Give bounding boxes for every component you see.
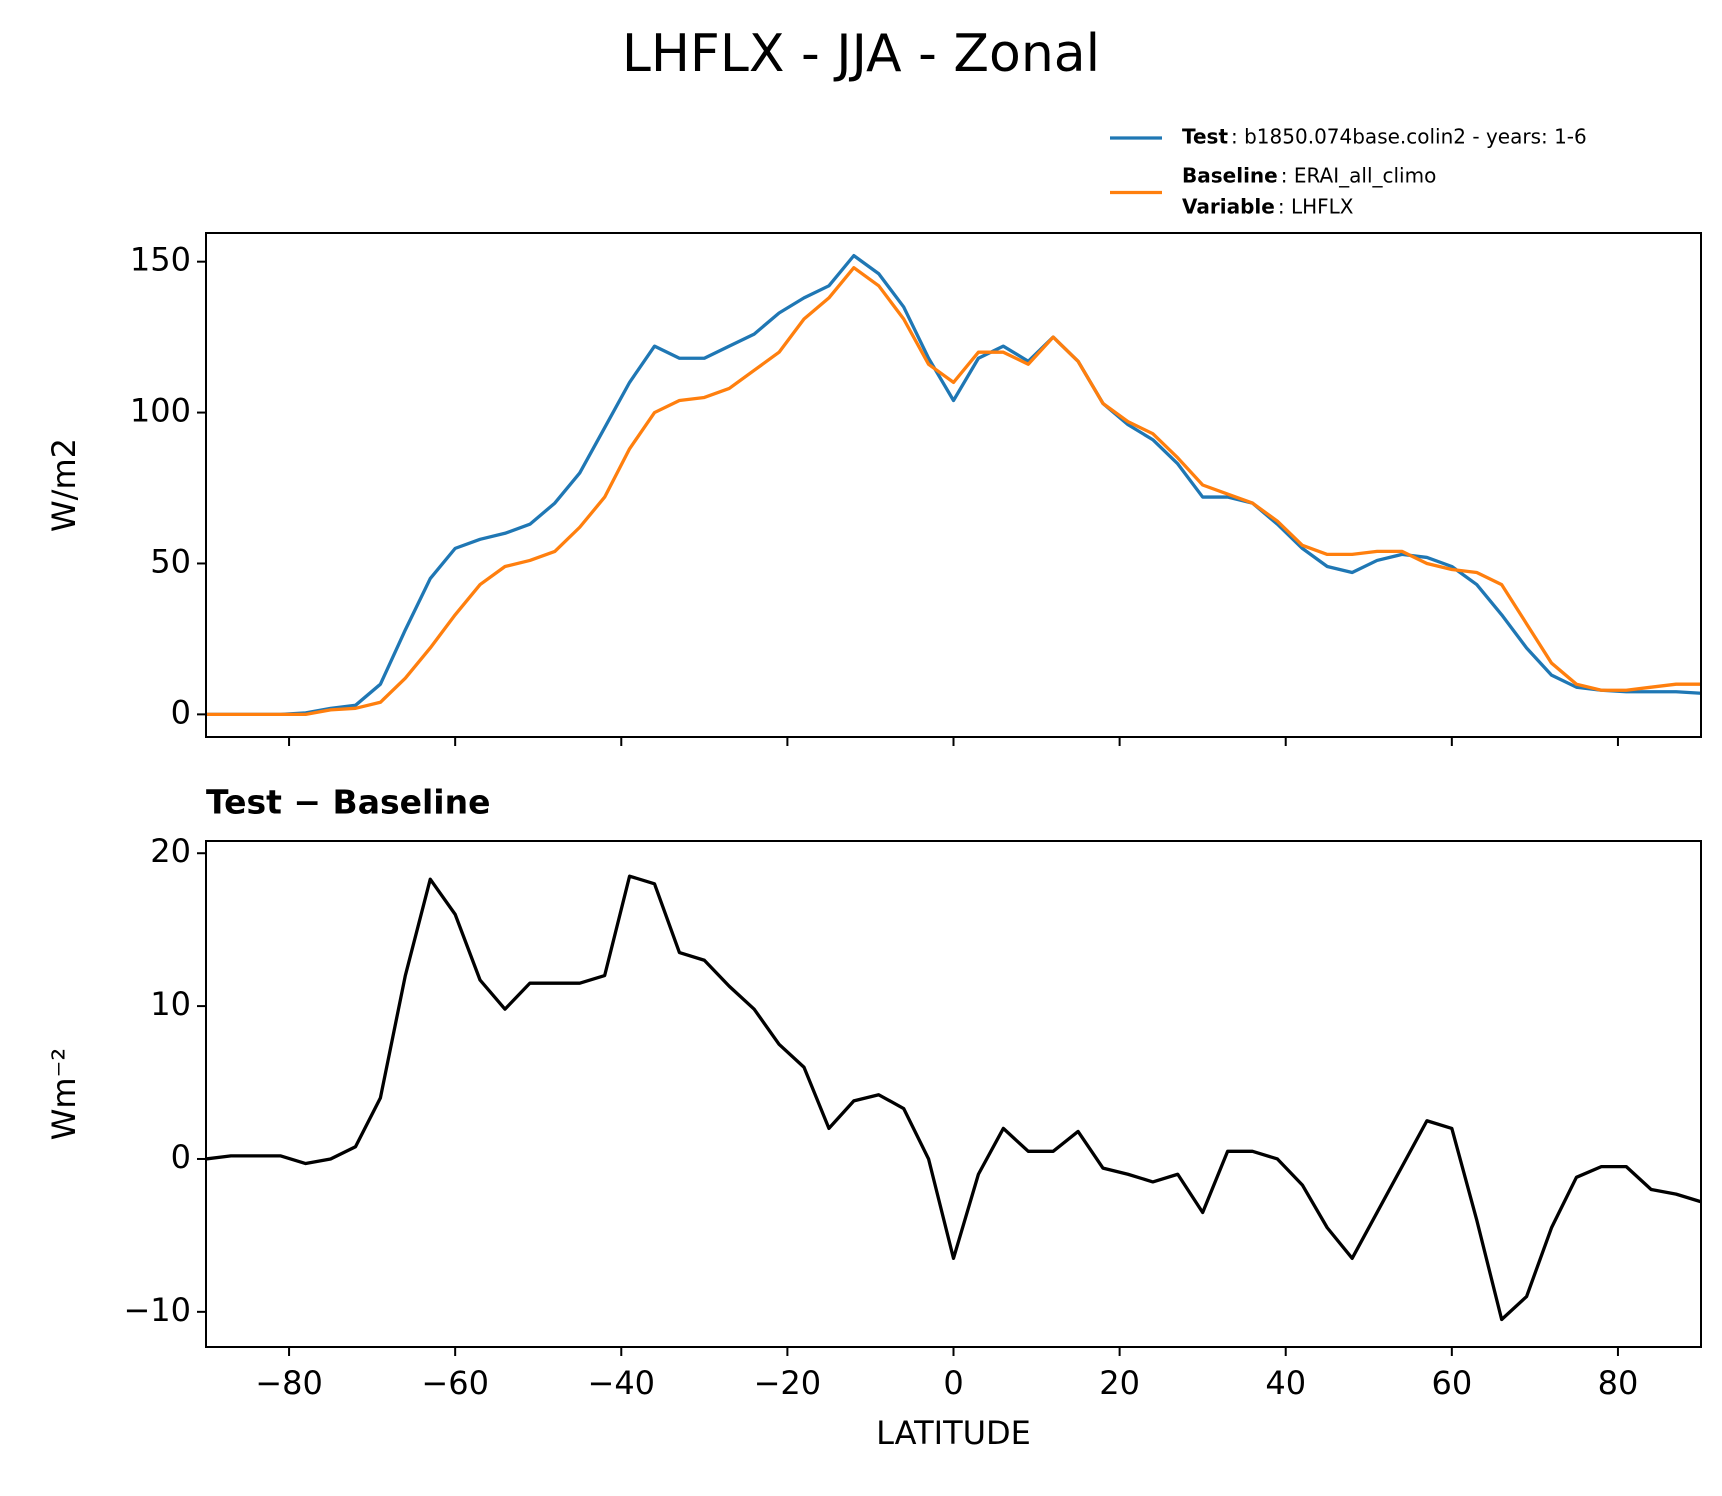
- y-tick-label: 100: [130, 392, 191, 430]
- data-line: [206, 874, 1701, 1322]
- x-tick-label: 60: [1431, 1364, 1472, 1402]
- data-line: [206, 253, 1701, 717]
- x-tick-label: 20: [1099, 1364, 1140, 1402]
- legend-name: Test: [1182, 125, 1228, 149]
- axes-frame: [205, 232, 1702, 738]
- y-tick-label: 20: [150, 832, 191, 870]
- y-tick-label: 0: [171, 1138, 191, 1176]
- y-axis-label: Wm⁻²: [45, 1048, 83, 1141]
- y-tick-label: 10: [150, 985, 191, 1023]
- x-tick-label: −80: [255, 1364, 323, 1402]
- data-line: [206, 266, 1701, 717]
- legend-text: : LHFLX: [1278, 195, 1354, 219]
- x-tick-label: 80: [1598, 1364, 1639, 1402]
- y-tick-label: 150: [130, 241, 191, 279]
- y-axis-label: W/m2: [45, 438, 83, 532]
- y-tick-label: 0: [171, 693, 191, 731]
- figure-title: LHFLX - JJA - Zonal: [622, 24, 1100, 84]
- legend-text: : ERAI_all_climo: [1281, 164, 1437, 188]
- y-tick-label: 50: [150, 542, 191, 580]
- legend-name: Variable: [1182, 195, 1275, 219]
- x-axis-label: LATITUDE: [876, 1414, 1031, 1452]
- x-tick-label: −20: [754, 1364, 822, 1402]
- legend-text: : b1850.074base.colin2 - years: 1-6: [1231, 125, 1587, 149]
- x-tick-label: 0: [943, 1364, 963, 1402]
- legend-name: Baseline: [1182, 164, 1278, 188]
- x-tick-label: −40: [588, 1364, 656, 1402]
- axes-frame: [205, 840, 1702, 1348]
- y-tick-label: −10: [123, 1291, 191, 1329]
- axes-title: Test − Baseline: [206, 783, 491, 822]
- x-tick-label: 40: [1265, 1364, 1306, 1402]
- x-tick-label: −60: [421, 1364, 489, 1402]
